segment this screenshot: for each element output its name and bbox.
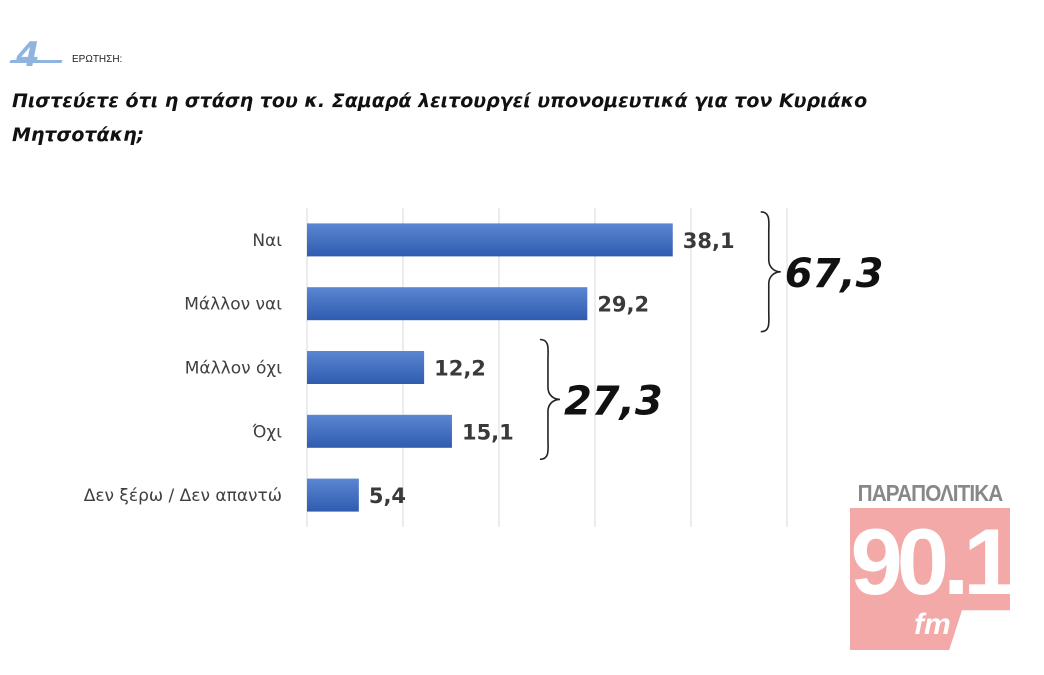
gridlines <box>306 208 788 527</box>
group-brace <box>539 338 561 461</box>
bars <box>307 223 673 512</box>
question-text: Πιστεύετε ότι η στάση του κ. Σαμαρά λειτ… <box>12 90 868 146</box>
bar-5 <box>307 478 359 512</box>
group-brace <box>760 211 781 333</box>
category-label: Όχι <box>252 422 283 442</box>
group-total-label: 27,3 <box>564 378 663 424</box>
value-label: 15,1 <box>462 420 514 444</box>
question-number: 4 <box>16 35 40 75</box>
logo-brand-text: ΠΑΡΑΠΟΛΙΤΙΚΑ <box>857 480 1004 506</box>
logo-fm: fm <box>914 608 951 641</box>
labels: Ναι 38,1 Μάλλον ναι 29,2 Μάλλον όχι 12,2 Όχι 15… <box>84 229 735 508</box>
category-label: Ναι <box>252 231 282 251</box>
value-label: 5,4 <box>369 484 406 508</box>
bar-2 <box>307 287 588 321</box>
bar-3 <box>307 351 425 384</box>
group-totals: 67,3 27,3 <box>539 211 884 461</box>
question-label: ΕΡΩΤΗΣΗ: <box>72 54 123 65</box>
logo-badge: 90.1 fm <box>850 508 1010 650</box>
category-label: Μάλλον όχι <box>185 359 283 379</box>
bar-1 <box>307 223 673 257</box>
value-label: 29,2 <box>597 293 649 317</box>
bar-4 <box>307 414 452 448</box>
value-label: 12,2 <box>434 357 486 381</box>
logo-frequency: 90.1 <box>850 509 1010 614</box>
station-logo: ΠΑΡΑΠΟΛΙΤΙΚΑ 90.1 fm <box>848 480 1012 660</box>
value-label: 38,1 <box>683 229 735 253</box>
category-label: Μάλλον ναι <box>184 295 282 315</box>
category-label: Δεν ξέρω / Δεν απαντώ <box>84 486 282 506</box>
group-total-label: 67,3 <box>785 251 884 297</box>
